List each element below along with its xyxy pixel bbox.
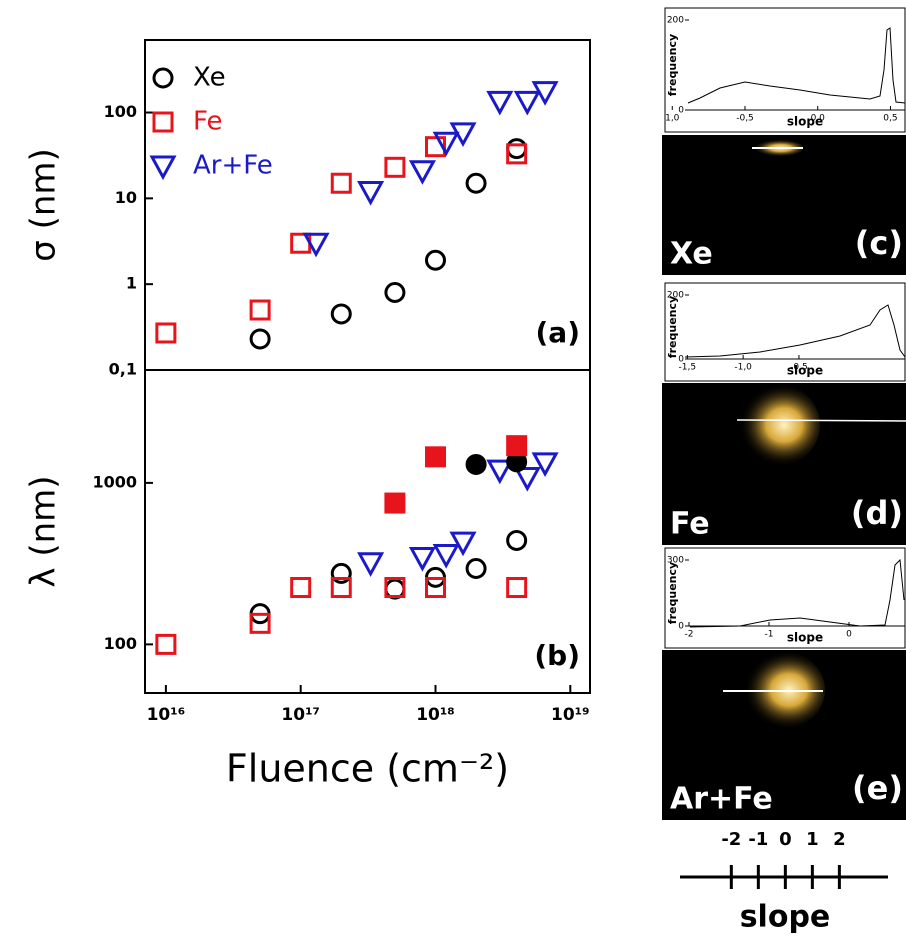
glow — [730, 383, 820, 467]
slope-line — [737, 420, 906, 421]
x-tick-label: 10¹⁸ — [416, 705, 455, 725]
scale-tick-label: 0 — [779, 829, 792, 850]
hist-frame — [665, 283, 905, 381]
data-point — [467, 455, 485, 473]
legend-label: Fe — [193, 107, 223, 137]
legend-label: Xe — [193, 63, 226, 93]
y-tick-label: 100 — [104, 102, 137, 121]
inset-x-tick-label: -1,5 — [679, 363, 697, 373]
inset-x-tick-label: 1,0 — [665, 114, 680, 124]
inset-y-label: frequency — [666, 34, 679, 96]
inset-tag: (c) — [855, 224, 903, 262]
inset-x-tick-label: 0 — [846, 630, 852, 640]
y-tick-label: 100 — [104, 634, 137, 653]
hist-frame — [665, 8, 905, 132]
hist-frame — [665, 548, 905, 648]
y-tick-label: 10 — [115, 188, 137, 207]
data-point — [386, 494, 404, 512]
inset-y-label: frequency — [666, 296, 679, 358]
inset-x-label: slope — [787, 631, 823, 645]
scale-tick-label: -2 — [721, 829, 741, 850]
inset-x-tick-label: 0,5 — [883, 114, 897, 124]
y-tick-label: 1000 — [92, 472, 137, 491]
y-axis-label: σ (nm) — [24, 148, 64, 262]
inset-label: Ar+Fe — [670, 782, 773, 817]
inset-x-label: slope — [787, 115, 823, 129]
page: 0,1110100XeFeAr+Fe(a)σ (nm)100100010¹⁶10… — [0, 0, 906, 941]
scale-tick-label: 2 — [833, 829, 846, 850]
panel-label: (b) — [534, 639, 580, 672]
scale-label: slope — [740, 900, 831, 935]
x-tick-label: 10¹⁹ — [551, 705, 590, 725]
data-point — [426, 448, 444, 466]
y-tick-label: 1 — [126, 274, 137, 293]
inset-x-tick-label: -2 — [685, 630, 694, 640]
inset-label: Xe — [670, 237, 713, 272]
scale-tick-label: -1 — [748, 829, 768, 850]
x-tick-label: 10¹⁶ — [147, 705, 186, 725]
inset-label: Fe — [670, 507, 710, 542]
inset-x-tick-label: -1,0 — [734, 363, 752, 373]
inset-tag: (e) — [852, 769, 903, 807]
panel-label: (a) — [536, 316, 581, 349]
inset-tag: (d) — [851, 494, 903, 532]
data-point — [508, 437, 526, 455]
x-axis-label: Fluence (cm⁻²) — [226, 747, 509, 791]
figure: 0,1110100XeFeAr+Fe(a)σ (nm)100100010¹⁶10… — [0, 0, 906, 941]
inset-x-label: slope — [787, 364, 823, 378]
legend-label: Ar+Fe — [193, 151, 273, 181]
x-tick-label: 10¹⁷ — [281, 705, 320, 725]
inset-y-tick-label: 200 — [667, 16, 684, 26]
inset-y-label: frequency — [666, 562, 679, 624]
y-tick-label: 0,1 — [109, 360, 137, 379]
inset-y-tick-label: 0 — [678, 622, 684, 632]
inset-x-tick-label: -1 — [765, 630, 774, 640]
inset-x-tick-label: -0,5 — [736, 114, 754, 124]
y-axis-label: λ (nm) — [24, 475, 64, 587]
scale-tick-label: 1 — [806, 829, 819, 850]
